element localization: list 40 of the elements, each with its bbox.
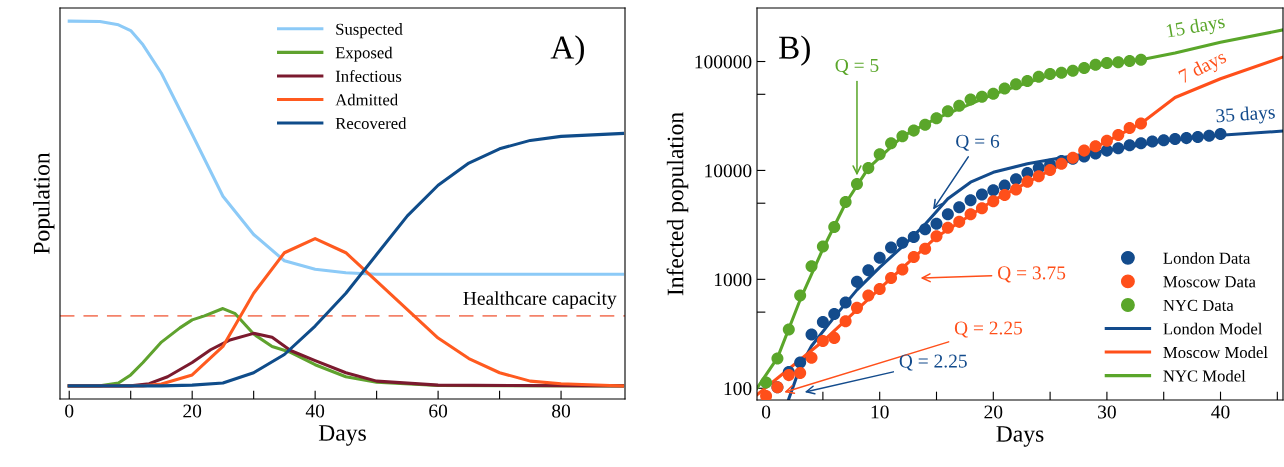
legend-label: Exposed bbox=[335, 46, 393, 62]
legend-label: NYC Model bbox=[1163, 369, 1246, 382]
legend-label: Suspected bbox=[336, 23, 403, 39]
y-tick-label: 1000 bbox=[714, 273, 752, 287]
y-tick-label: 10000 bbox=[705, 164, 752, 178]
x-tick-label: 80 bbox=[552, 404, 571, 418]
annotation: 7 days bbox=[1177, 49, 1229, 87]
x-tick-label: 40 bbox=[305, 404, 325, 418]
x-tick-label: 60 bbox=[429, 404, 448, 418]
annotation: Q = 3.75 bbox=[997, 266, 1066, 283]
legend-label: Admitted bbox=[335, 93, 398, 106]
x-tick-label: 20 bbox=[984, 405, 1003, 419]
legend-label: Infectious bbox=[335, 70, 402, 82]
annotation: 35 days bbox=[1215, 104, 1276, 127]
legend-label: Moscow Data bbox=[1163, 276, 1256, 288]
legend-label: Recovered bbox=[335, 117, 407, 130]
y-axis-title: Population bbox=[33, 152, 55, 254]
y-axis-title: Infected population bbox=[666, 112, 689, 296]
x-tick-label: 20 bbox=[183, 404, 202, 418]
ref-line-label: Healthcare capacity bbox=[463, 291, 617, 309]
annotation: B) bbox=[779, 35, 810, 66]
y-tick-label: 100 bbox=[724, 382, 752, 396]
annotation: Q = 6 bbox=[956, 134, 1000, 151]
legend-label: Moscow Model bbox=[1163, 346, 1268, 359]
x-tick-label: 0 bbox=[761, 405, 771, 419]
x-tick-label: 40 bbox=[1211, 405, 1230, 419]
x-axis-title: Days bbox=[318, 425, 366, 446]
x-tick-label: 10 bbox=[871, 405, 889, 419]
legend-label: NYC Data bbox=[1163, 299, 1234, 311]
y-tick-label: 100000 bbox=[695, 55, 752, 69]
annotation: Q = 2.25 bbox=[954, 321, 1023, 338]
annotation: Q = 2.25 bbox=[899, 354, 967, 371]
annotation: 15 days bbox=[1166, 14, 1226, 42]
x-axis-title: Days bbox=[996, 426, 1044, 447]
legend-label: London Model bbox=[1163, 322, 1263, 335]
legend-label: London Data bbox=[1163, 252, 1251, 264]
x-tick-label: 0 bbox=[65, 404, 74, 418]
x-tick-label: 30 bbox=[1098, 405, 1116, 419]
annotation: A) bbox=[550, 35, 584, 66]
annotation: Q = 5 bbox=[835, 58, 879, 75]
